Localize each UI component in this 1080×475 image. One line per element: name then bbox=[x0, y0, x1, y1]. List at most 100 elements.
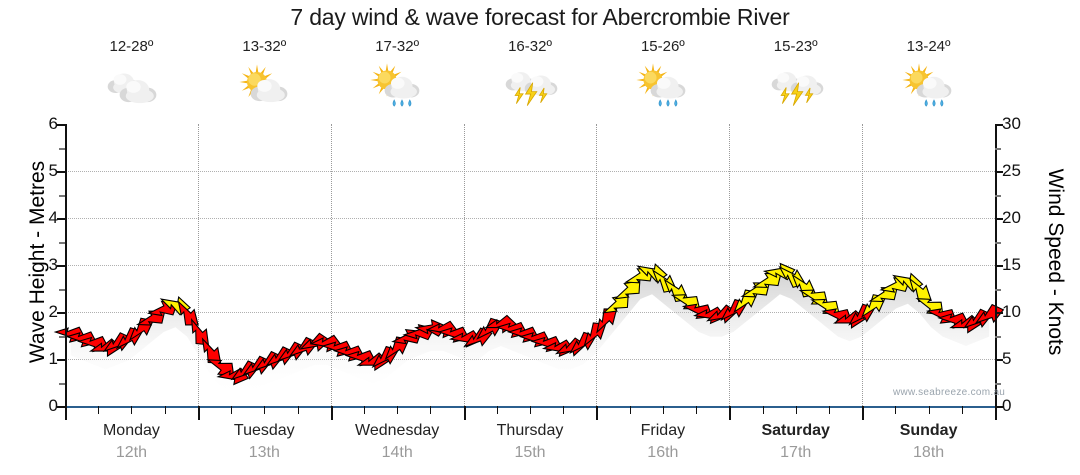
left-axis-tick-mark bbox=[59, 382, 65, 385]
left-axis-tick-mark bbox=[59, 288, 65, 291]
right-axis-tick-label: 20 bbox=[1002, 208, 1021, 227]
right-axis-tick-mark bbox=[995, 241, 1001, 244]
wind-arrow bbox=[752, 272, 782, 289]
x-axis-minor-tick bbox=[696, 406, 698, 414]
day-header-saturday: 15-23º bbox=[729, 38, 862, 124]
right-axis-tick-label: 10 bbox=[1002, 302, 1021, 321]
sun-cloud-rain-icon bbox=[630, 58, 696, 118]
day-date: 15th bbox=[514, 444, 546, 461]
x-axis-minor-tick bbox=[530, 406, 531, 414]
x-axis-minor-tick bbox=[928, 406, 930, 414]
day-date: 17th bbox=[780, 444, 812, 461]
left-axis-tick-label: 5 bbox=[48, 161, 58, 180]
wind-arrow bbox=[596, 308, 618, 334]
x-axis-minor-tick bbox=[164, 406, 166, 414]
x-axis-minor-tick bbox=[895, 406, 897, 414]
day-label-row: Monday 12th Tuesday 13th Wednesday 14th Thursd… bbox=[65, 420, 995, 464]
x-axis-day-tick bbox=[596, 406, 599, 420]
x-axis-minor-tick bbox=[131, 406, 133, 414]
x-axis-minor-tick bbox=[662, 406, 664, 414]
day-divider-gridline bbox=[463, 124, 465, 406]
x-axis-minor-tick bbox=[98, 406, 100, 414]
temperature-range: 15-26º bbox=[640, 38, 685, 55]
left-axis-tick-mark bbox=[57, 265, 65, 267]
day-name: Tuesday bbox=[233, 422, 295, 439]
wind-arrow-series bbox=[53, 262, 1005, 398]
x-axis-minor-tick bbox=[363, 406, 365, 414]
right-axis-title: Wind Speed - Knots bbox=[1044, 168, 1067, 356]
left-axis-tick-label: 1 bbox=[48, 349, 58, 368]
left-axis-tick-label: 0 bbox=[48, 396, 58, 415]
x-axis-day-tick bbox=[197, 406, 200, 420]
day-name: Thursday bbox=[496, 422, 564, 439]
wind-arrow bbox=[554, 337, 587, 357]
left-axis-tick-mark bbox=[59, 147, 65, 150]
day-date: 12th bbox=[115, 444, 147, 461]
sun-cloud-icon bbox=[231, 58, 297, 118]
x-axis-minor-tick bbox=[430, 406, 432, 414]
temperature-range: 16-32º bbox=[508, 38, 552, 55]
day-name: Friday bbox=[640, 422, 686, 439]
thunderstorm-icon bbox=[497, 58, 563, 118]
x-axis-minor-tick bbox=[762, 406, 764, 414]
day-divider-gridline bbox=[862, 124, 864, 406]
left-axis-tick-mark bbox=[57, 359, 65, 361]
day-date: 14th bbox=[381, 444, 413, 461]
day-name: Saturday bbox=[761, 422, 830, 439]
x-axis-minor-tick bbox=[264, 406, 266, 414]
sun-cloud-rain-icon bbox=[896, 58, 962, 118]
day-label-wednesday: Wednesday 14th bbox=[331, 420, 464, 464]
right-axis-tick-label: 30 bbox=[1002, 114, 1021, 133]
right-axis-tick-mark bbox=[995, 335, 1001, 338]
temperature-range: 15-23º bbox=[773, 38, 818, 55]
left-axis-tick-mark bbox=[59, 335, 65, 338]
day-label-sunday: Sunday 18th bbox=[862, 420, 995, 464]
right-axis-tick-mark bbox=[995, 312, 1003, 314]
left-axis-tick-label: 4 bbox=[48, 208, 58, 227]
cloudy-icon bbox=[98, 58, 164, 118]
day-date: 18th bbox=[913, 444, 945, 461]
x-axis-day-tick bbox=[330, 406, 333, 420]
day-divider-gridline bbox=[596, 124, 598, 406]
day-label-friday: Friday 16th bbox=[596, 420, 729, 464]
x-axis-minor-tick bbox=[297, 406, 299, 414]
day-header-monday: 12-28º bbox=[65, 38, 198, 124]
x-axis-day-tick bbox=[65, 406, 67, 420]
temperature-range: 13-24º bbox=[906, 38, 951, 55]
temperature-range: 13-32º bbox=[242, 38, 287, 55]
right-axis-tick-mark bbox=[995, 382, 1001, 385]
x-axis-minor-tick bbox=[397, 406, 399, 414]
left-axis-tick-label: 2 bbox=[48, 302, 58, 321]
wind-arrow bbox=[706, 304, 738, 324]
day-divider-gridline bbox=[729, 124, 731, 406]
x-axis-minor-tick bbox=[795, 406, 797, 414]
thunderstorm-icon bbox=[763, 58, 829, 118]
day-date: 13th bbox=[248, 444, 280, 461]
right-axis-tick-mark bbox=[995, 194, 1001, 197]
x-axis-day-tick bbox=[729, 406, 732, 420]
wind-arrow bbox=[102, 332, 133, 353]
day-header-strip: 12-28º 13-32º 17-32º 16-32º 15-26º 15-23º 13-2… bbox=[65, 38, 995, 124]
wind-arrow bbox=[602, 294, 629, 314]
temperature-range: 12-28º bbox=[109, 38, 154, 55]
sun-cloud-rain-icon bbox=[364, 58, 430, 118]
right-axis-tick-mark bbox=[995, 288, 1001, 291]
day-name: Wednesday bbox=[355, 422, 440, 439]
left-axis-tick-mark bbox=[59, 194, 65, 197]
horizontal-gridline bbox=[65, 218, 995, 219]
left-axis-line bbox=[65, 124, 67, 407]
left-axis-tick-mark bbox=[57, 171, 65, 173]
day-label-monday: Monday 12th bbox=[65, 420, 198, 464]
left-axis-tick-label: 6 bbox=[48, 114, 58, 133]
right-axis-tick-mark bbox=[995, 265, 1003, 267]
right-axis-tick-label: 25 bbox=[1002, 161, 1021, 180]
temperature-range: 17-32º bbox=[375, 38, 420, 55]
x-axis-minor-tick bbox=[961, 406, 963, 414]
right-axis-tick-mark bbox=[995, 124, 1003, 126]
left-axis-tick-mark bbox=[57, 124, 65, 126]
day-date: 16th bbox=[647, 444, 679, 461]
x-axis-minor-tick bbox=[496, 406, 498, 414]
wind-arrow bbox=[613, 280, 641, 300]
horizontal-gridline bbox=[65, 171, 995, 172]
left-axis-tick-mark bbox=[57, 312, 65, 314]
